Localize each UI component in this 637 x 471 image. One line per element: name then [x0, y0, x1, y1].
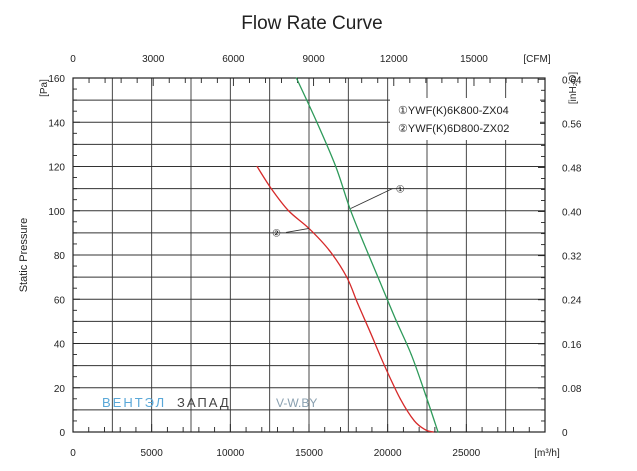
y2-tick-label: 0.40: [562, 208, 582, 219]
series-point-2: [432, 431, 434, 433]
x2-tick-label: 3000: [142, 54, 165, 65]
chart-title: Flow Rate Curve: [241, 13, 383, 34]
x2-tick-label: 9000: [302, 54, 325, 65]
series-point-2: [399, 398, 401, 400]
y-tick-label: 160: [48, 74, 65, 85]
y-tick-label: 20: [54, 384, 66, 395]
legend-entry-1: ①YWF(K)6K800-ZX04: [398, 105, 509, 117]
y2-tick-label: 0.24: [562, 296, 582, 307]
y2-tick-label: 0: [562, 428, 568, 439]
legend-background: [390, 98, 540, 140]
callout-leader-1: [350, 188, 393, 209]
callout-marker-1: ①: [396, 185, 405, 196]
x-tick-label: 5000: [141, 448, 164, 459]
watermark-part2: ЗАПАД: [177, 395, 231, 410]
watermark: ВЕНТЭЛ ЗАПАД V-W.BY: [102, 395, 317, 410]
x-tick-label: 0: [70, 448, 76, 459]
series-point-2: [270, 188, 272, 190]
y-tick-label: 80: [54, 251, 66, 262]
axes-layer: 0 5000 10000 15000 20000 25000 [m³/h]0 3000 6000…: [18, 54, 582, 459]
series-point-2: [383, 365, 386, 367]
y-unit-label: [Pa]: [39, 79, 50, 97]
series-point-1: [316, 121, 318, 123]
y-tick-label: 0: [59, 428, 65, 439]
watermark-part3: V-W.BY: [276, 396, 317, 410]
callout-marker-2: ②: [272, 228, 281, 239]
series-point-1: [349, 207, 351, 210]
series-point-2: [369, 331, 371, 334]
x-tick-label: 15000: [295, 448, 323, 459]
x2-tick-label: 0: [70, 54, 76, 65]
series-point-1: [394, 318, 397, 320]
x2-unit-label: [CFM]: [523, 54, 550, 65]
y-tick-label: 60: [54, 295, 66, 306]
grid-layer: [73, 78, 545, 432]
y2-tick-label: 0.56: [562, 119, 582, 130]
series-point-1: [424, 393, 427, 395]
series-point-2: [357, 303, 359, 305]
y2-tick-label: 0.48: [562, 163, 582, 174]
x2-tick-label: 6000: [222, 54, 245, 65]
series-layer: ①②: [256, 77, 439, 433]
legend: ①YWF(K)6K800-ZX04 ②YWF(K)6D800-ZX02: [390, 98, 540, 140]
y-axis-title: Static Pressure: [18, 218, 30, 293]
x-unit-label: [m³/h]: [534, 448, 560, 459]
series-point-2: [413, 420, 416, 422]
series-line-1: [295, 77, 439, 433]
x-tick-label: 25000: [452, 448, 480, 459]
series-point-2: [328, 249, 331, 252]
y2-unit-label: [inH₂O]: [568, 72, 579, 104]
series-point-2: [346, 276, 348, 278]
x2-tick-label: 12000: [380, 54, 408, 65]
y-tick-label: 40: [54, 340, 66, 351]
x-tick-label: 10000: [216, 448, 244, 459]
y-tick-label: 100: [48, 207, 65, 218]
y-tick-label: 120: [48, 163, 65, 174]
watermark-part1: ВЕНТЭЛ: [102, 395, 166, 410]
y2-tick-label: 0.08: [562, 384, 582, 395]
series-point-2: [256, 165, 258, 168]
series-point-2: [287, 210, 290, 212]
series-point-1: [295, 77, 298, 79]
callout-leader-2: [285, 228, 310, 233]
x-tick-label: 20000: [374, 448, 402, 459]
series-point-1: [410, 353, 412, 356]
series-point-1: [363, 243, 365, 245]
series-point-1: [335, 165, 337, 168]
y2-tick-label: 0.32: [562, 252, 582, 263]
legend-entry-2: ②YWF(K)6D800-ZX02: [398, 123, 509, 135]
y2-tick-label: 0.16: [562, 340, 582, 351]
series-point-2: [424, 429, 427, 431]
series-point-1: [437, 431, 439, 433]
y-tick-label: 140: [48, 118, 65, 129]
y2-tick-label: 0.64: [562, 75, 582, 86]
x2-tick-label: 15000: [460, 54, 488, 65]
series-point-1: [379, 280, 381, 283]
